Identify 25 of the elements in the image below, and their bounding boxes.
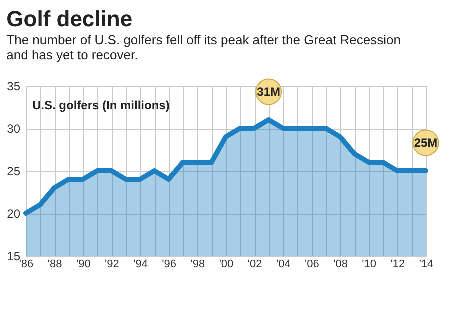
x-tick-label: '08 — [334, 258, 348, 270]
chart-title: Golf decline — [6, 6, 133, 32]
y-tick-label: 35 — [7, 80, 21, 94]
x-tick-label: '92 — [105, 258, 120, 270]
x-tick-label: '12 — [390, 258, 406, 270]
x-tick-label: '14 — [419, 258, 434, 270]
y-axis-title: U.S. golfers (In millions) — [32, 98, 170, 112]
y-tick-label: 20 — [7, 207, 21, 221]
x-tick-label: '90 — [76, 258, 91, 270]
x-tick-label: '00 — [219, 258, 234, 270]
annotation: 31M — [257, 85, 281, 99]
y-tick-label: 15 — [7, 250, 21, 264]
annotation: 25M — [414, 136, 438, 150]
x-tick-label: '06 — [305, 258, 320, 270]
x-tick-label: '86 — [19, 258, 34, 270]
x-tick-label: '10 — [362, 258, 377, 270]
x-tick-label: '98 — [190, 258, 206, 270]
x-tick-label: '88 — [48, 258, 62, 270]
y-tick-label: 30 — [7, 122, 21, 136]
x-tick-label: '02 — [248, 258, 262, 270]
x-tick-label: '94 — [134, 258, 148, 270]
x-tick-label: '04 — [276, 258, 291, 270]
y-tick-label: 25 — [7, 164, 21, 178]
chart-subtitle: The number of U.S. golfers fell off its peak after the Great Recession and has yet to recover. — [6, 32, 401, 62]
x-tick-label: '96 — [162, 258, 177, 270]
